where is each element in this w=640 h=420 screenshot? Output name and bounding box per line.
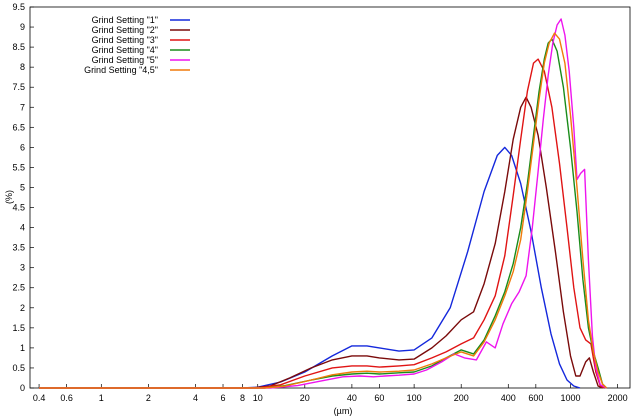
- y-tick-label: 4: [20, 223, 25, 233]
- series-line-4: [39, 38, 608, 389]
- x-tick-label: 2: [146, 393, 151, 403]
- x-tick-label: 2000: [608, 393, 628, 403]
- legend-label: Grind Setting "2": [92, 25, 158, 35]
- y-tick-label: 5.5: [12, 162, 25, 172]
- x-axis: 0.4 0.6 1 2 4 6 8 10 20 40 60 100 200 400 600 1000 2000: [33, 384, 628, 403]
- y-tick-label: 6: [20, 142, 25, 152]
- legend: Grind Setting "1"Grind Setting "2"Grind …: [84, 15, 190, 75]
- y-tick-label: 6.5: [12, 122, 25, 132]
- series-line-6: [39, 32, 608, 389]
- x-tick-label: 10: [253, 393, 263, 403]
- series-line-5: [39, 18, 607, 389]
- y-tick-label: 4.5: [12, 203, 25, 213]
- series-line-3: [39, 58, 605, 389]
- y-tick-label: 3: [20, 263, 25, 273]
- y-axis-label: (%): [4, 190, 14, 204]
- y-tick-label: 9: [20, 22, 25, 32]
- y-tick-label: 7: [20, 102, 25, 112]
- y-tick-label: 5: [20, 182, 25, 192]
- legend-label: Grind Setting "5": [92, 55, 158, 65]
- y-tick-label: 9.5: [12, 2, 25, 12]
- x-axis-label: (µm): [334, 406, 353, 416]
- legend-label: Grind Setting "1": [92, 15, 158, 25]
- series-layer: [39, 18, 608, 389]
- x-tick-label: 20: [300, 393, 310, 403]
- x-tick-label: 6: [221, 393, 226, 403]
- y-tick-label: 7.5: [12, 82, 25, 92]
- y-tick-label: 2.5: [12, 283, 25, 293]
- y-axis: 0 0.5 1 1.5 2 2.5 3 3.5 4 4.5 5 5.5 6 6.5 7 7.5 8 8.5 9 9.5: [12, 2, 34, 393]
- y-tick-label: 0: [20, 383, 25, 393]
- x-tick-label: 0.6: [60, 393, 73, 403]
- legend-label: Grind Setting "4,5": [84, 65, 158, 75]
- y-tick-label: 3.5: [12, 243, 25, 253]
- x-tick-label: 400: [501, 393, 516, 403]
- x-tick-label: 60: [374, 393, 384, 403]
- x-tick-label: 1: [99, 393, 104, 403]
- y-tick-label: 8.5: [12, 42, 25, 52]
- y-tick-label: 0.5: [12, 363, 25, 373]
- x-tick-label: 1000: [561, 393, 581, 403]
- x-tick-label: 8: [240, 393, 245, 403]
- x-tick-label: 100: [407, 393, 422, 403]
- plot-frame: [29, 6, 631, 389]
- series-line-2: [39, 96, 603, 389]
- x-tick-label: 4: [193, 393, 198, 403]
- x-tick-label: 0.4: [33, 393, 46, 403]
- legend-label: Grind Setting "3": [92, 35, 158, 45]
- y-tick-label: 8: [20, 62, 25, 72]
- x-tick-label: 200: [454, 393, 469, 403]
- y-tick-label: 2: [20, 303, 25, 313]
- series-line-1: [39, 146, 581, 389]
- x-tick-label: 600: [528, 393, 543, 403]
- legend-label: Grind Setting "4": [92, 45, 158, 55]
- y-tick-label: 1.5: [12, 323, 25, 333]
- x-tick-label: 40: [347, 393, 357, 403]
- y-tick-label: 1: [20, 343, 25, 353]
